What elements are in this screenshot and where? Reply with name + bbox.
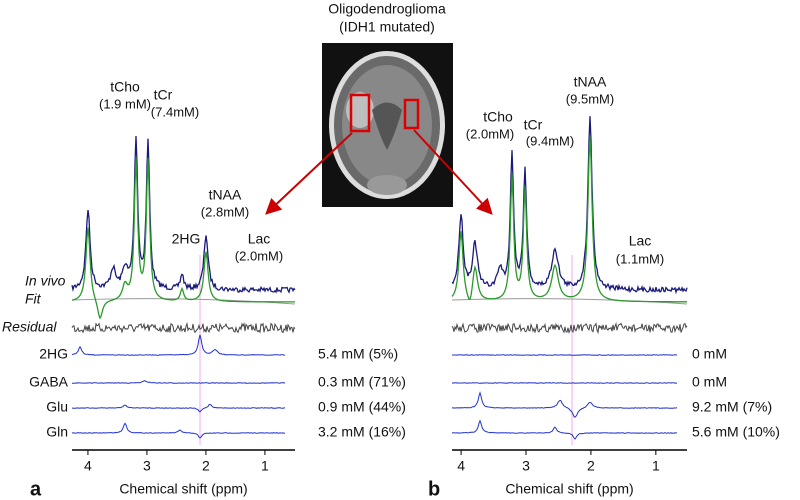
metabolite-fit xyxy=(451,354,678,356)
peak-conc: (2.8mM) xyxy=(201,204,249,219)
metabolite-label: Gln xyxy=(46,424,68,440)
fit-spectrum xyxy=(71,156,295,320)
residual xyxy=(451,322,688,335)
row-label: Fit xyxy=(25,291,42,307)
peak-name: tNAA xyxy=(574,74,607,90)
quantity: 9.2 mM (7%) xyxy=(692,399,772,415)
quantity: 5.4 mM (5%) xyxy=(318,346,398,362)
metabolite-fit xyxy=(71,403,286,413)
image-title: Oligodendroglioma xyxy=(328,1,446,17)
metabolite-fit xyxy=(451,382,678,384)
panel-label: b xyxy=(428,478,440,500)
mri-image xyxy=(322,43,453,207)
peak-conc: (2.0mM) xyxy=(235,248,283,263)
metabolite-fit xyxy=(451,419,678,440)
x-tick-label: 4 xyxy=(84,458,92,474)
metabolite-label: 2HG xyxy=(39,346,68,362)
peak-conc: (1.1mM) xyxy=(616,251,664,266)
metabolite-label: Glu xyxy=(46,399,68,415)
peak-name: tCho xyxy=(483,109,513,125)
image-subtitle: (IDH1 mutated) xyxy=(339,19,435,35)
fit-spectrum xyxy=(451,136,687,303)
residual xyxy=(71,321,296,334)
quantity: 5.6 mM (10%) xyxy=(692,424,780,440)
arrow xyxy=(413,129,493,215)
peak-name: Lac xyxy=(248,231,271,247)
metabolite-fit xyxy=(71,422,285,439)
peak-name: tCr xyxy=(524,117,543,133)
x-tick-label: 1 xyxy=(652,458,660,474)
x-tick-label: 3 xyxy=(522,458,530,474)
x-tick-label: 2 xyxy=(202,458,210,474)
metabolite-fit xyxy=(72,380,286,384)
x-tick-label: 3 xyxy=(143,458,151,474)
peak-conc: (9.4mM) xyxy=(526,133,574,148)
invivo-spectrum xyxy=(451,116,688,295)
quantity: 0 mM xyxy=(692,374,727,390)
x-axis-label: Chemical shift (ppm) xyxy=(119,481,247,497)
metabolite-label: GABA xyxy=(29,374,69,390)
peak-conc: (1.9 mM) xyxy=(99,96,151,111)
peak-name: tNAA xyxy=(209,187,242,203)
quantity: 3.2 mM (16%) xyxy=(318,424,406,440)
invivo-spectrum xyxy=(71,135,296,294)
peak-conc: (2.0mM) xyxy=(466,126,514,141)
peak-name: tCr xyxy=(154,87,173,103)
metabolite-fit xyxy=(71,334,286,356)
x-tick-label: 4 xyxy=(457,458,465,474)
x-axis-label: Chemical shift (ppm) xyxy=(505,481,633,497)
peak-name: 2HG xyxy=(172,231,201,247)
quantity: 0.9 mM (44%) xyxy=(318,399,406,415)
peak-name: tCho xyxy=(110,79,140,95)
row-label: In vivo xyxy=(25,273,66,289)
x-tick-label: 2 xyxy=(587,458,595,474)
arrow xyxy=(265,132,353,215)
peak-conc: (7.4mM) xyxy=(151,104,199,119)
row-label: Residual xyxy=(2,319,57,335)
x-tick-label: 1 xyxy=(261,458,269,474)
quantity: 0 mM xyxy=(692,346,727,362)
quantity: 0.3 mM (71%) xyxy=(318,374,406,390)
peak-conc: (9.5mM) xyxy=(566,91,614,106)
peak-name: Lac xyxy=(629,233,652,249)
panel-label: a xyxy=(30,478,42,500)
metabolite-fit xyxy=(451,391,678,418)
